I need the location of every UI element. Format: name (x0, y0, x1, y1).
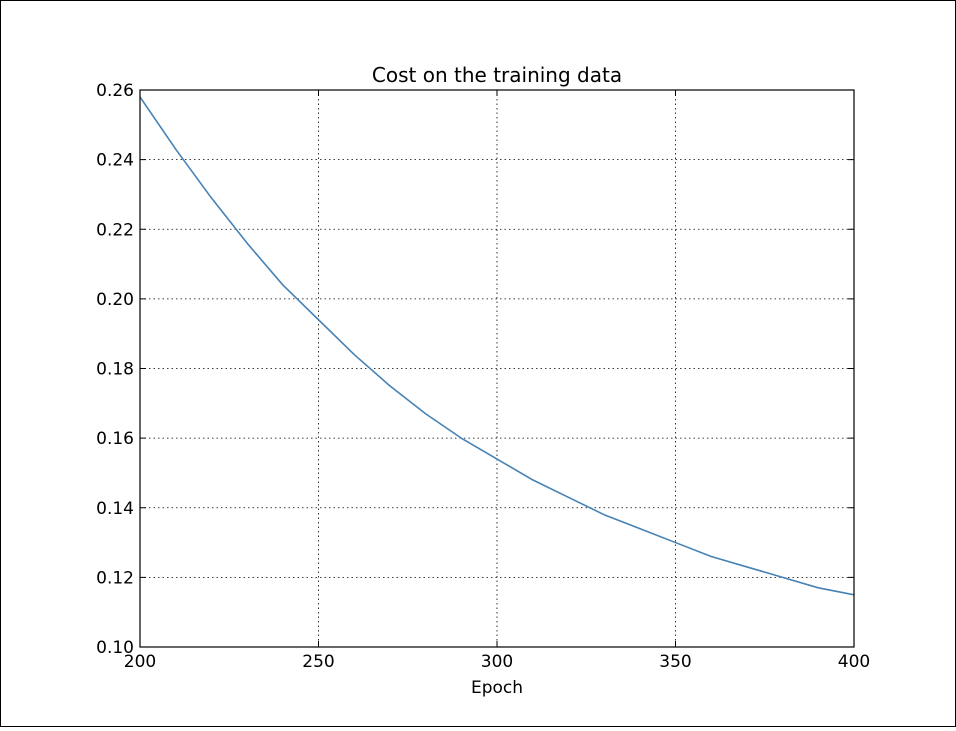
y-tick-label: 0.26 (96, 81, 134, 101)
x-tick-label: 300 (481, 652, 513, 672)
y-tick-label: 0.22 (96, 220, 134, 240)
y-tick-label: 0.10 (96, 638, 134, 658)
axis-ticks: 200 250 300 350 400 0.10 0.12 0.14 0.16 0.18 0.20 0… (96, 81, 870, 672)
grid-lines (140, 90, 854, 647)
x-tick-label: 350 (659, 652, 691, 672)
y-tick-label: 0.16 (96, 429, 134, 449)
x-tick-label: 250 (302, 652, 334, 672)
x-tick-label: 400 (838, 652, 870, 672)
y-tick-label: 0.24 (96, 151, 134, 171)
y-tick-label: 0.20 (96, 290, 134, 310)
chart-title: Cost on the training data (372, 63, 622, 87)
series-line-0 (139, 96, 855, 596)
y-tick-label: 0.12 (96, 568, 134, 588)
y-tick-label: 0.14 (96, 499, 134, 519)
plot-area (139, 96, 855, 596)
y-tick-label: 0.18 (96, 360, 134, 380)
x-axis-label: Epoch (471, 678, 523, 698)
x-tick-label: 200 (124, 652, 156, 672)
plot-frame (139, 89, 855, 648)
